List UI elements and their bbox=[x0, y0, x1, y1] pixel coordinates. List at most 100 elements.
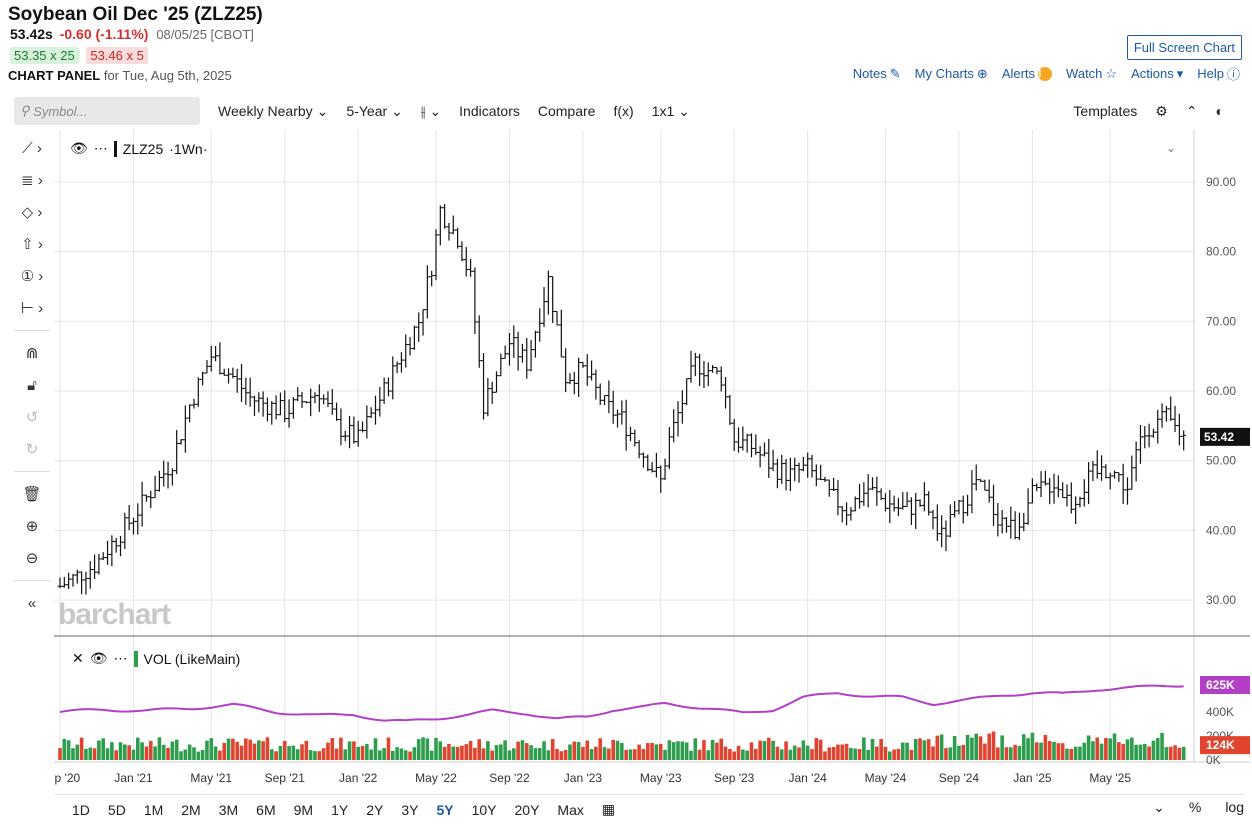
fibonacci-icon[interactable]: ≣ › bbox=[21, 172, 43, 189]
full-screen-button[interactable]: Full Screen Chart bbox=[1126, 35, 1242, 60]
range-1m[interactable]: 1M bbox=[143, 801, 164, 818]
templates-button[interactable]: Templates bbox=[1073, 103, 1138, 119]
eye-icon[interactable]: 👁︎ bbox=[89, 650, 108, 666]
volume-bar bbox=[118, 742, 123, 760]
page-title: Soybean Oil Dec '25 (ZLZ25) bbox=[8, 4, 263, 25]
volume-bar bbox=[425, 738, 430, 760]
volume-bar bbox=[287, 745, 291, 760]
range-6m[interactable]: 6M bbox=[256, 801, 276, 818]
volume-bar bbox=[84, 748, 88, 760]
x-tick-label: Jan '21 bbox=[114, 771, 153, 785]
watch-button[interactable]: Watch ☆ bbox=[1066, 66, 1117, 82]
range-3m[interactable]: 3M bbox=[218, 801, 239, 818]
dark-mode-icon[interactable]: ◐ bbox=[1215, 103, 1224, 119]
volume-bar bbox=[961, 744, 966, 760]
percent-toggle[interactable]: % bbox=[1188, 799, 1202, 815]
eye-icon[interactable]: 👁︎ bbox=[70, 140, 88, 156]
range-5y[interactable]: 5Y bbox=[436, 801, 454, 818]
volume-bar bbox=[697, 749, 702, 760]
zoom-out-icon[interactable]: ⊖ bbox=[25, 550, 39, 567]
volume-bar bbox=[1004, 747, 1009, 760]
volume-bar bbox=[442, 746, 447, 760]
volume-bar bbox=[758, 740, 762, 760]
volume-bar bbox=[127, 745, 131, 760]
undo-icon[interactable]: ↺ bbox=[25, 409, 39, 426]
range-2y[interactable]: 2Y bbox=[366, 801, 384, 818]
compare-button[interactable]: Compare bbox=[537, 103, 596, 119]
close-icon[interactable]: ✕ bbox=[72, 650, 84, 666]
legend-symbol: ZLZ25 bbox=[122, 140, 164, 157]
volume-bar bbox=[594, 746, 598, 760]
layout-dropdown[interactable]: 1x1 ⌄ bbox=[652, 103, 690, 120]
panel-title: CHART PANEL bbox=[8, 68, 101, 83]
function-button[interactable]: f(x) bbox=[613, 103, 634, 119]
more-icon[interactable]: ⋯ bbox=[93, 140, 108, 156]
my-charts-button[interactable]: My Charts ⊕ bbox=[915, 66, 988, 82]
range-max[interactable]: Max bbox=[557, 801, 584, 818]
sidebar-divider bbox=[14, 580, 50, 581]
range-dropdown[interactable]: 5-Year ⌄ bbox=[346, 103, 402, 120]
indicators-button[interactable]: Indicators bbox=[459, 103, 520, 119]
zoom-in-icon[interactable]: ⊕ bbox=[25, 518, 39, 535]
interval-dropdown[interactable]: Weekly Nearby ⌄ bbox=[218, 103, 328, 120]
more-icon[interactable]: ⋯ bbox=[113, 650, 128, 666]
bar-type-dropdown[interactable]: ⫲ ⌄ bbox=[421, 103, 441, 120]
range-1y[interactable]: 1Y bbox=[331, 801, 349, 818]
annotation-icon[interactable]: ① › bbox=[20, 268, 44, 285]
gear-icon[interactable]: ⚙ bbox=[1155, 102, 1168, 119]
actions-menu[interactable]: Actions ▾ bbox=[1131, 66, 1183, 82]
volume-bar bbox=[105, 748, 110, 760]
quote-header: Soybean Oil Dec '25 (ZLZ25) 53.42s -0.60… bbox=[8, 2, 1244, 88]
range-2m[interactable]: 2M bbox=[181, 801, 201, 818]
log-toggle[interactable]: log bbox=[1225, 799, 1244, 815]
volume-bar bbox=[1108, 738, 1113, 760]
redo-icon[interactable]: ↻ bbox=[25, 441, 39, 458]
price-line: 53.42s -0.60 (-1.11%) 08/05/25 [CBOT] bbox=[10, 26, 254, 42]
volume-bar bbox=[831, 747, 836, 760]
sidebar-divider bbox=[14, 330, 50, 331]
volume-bar bbox=[637, 744, 641, 760]
range-10y[interactable]: 10Y bbox=[471, 801, 497, 818]
alerts-button[interactable]: Alerts! bbox=[1002, 66, 1053, 81]
last-volume-tag bbox=[1200, 736, 1250, 755]
measure-icon[interactable]: ⊢ › bbox=[20, 300, 44, 317]
arrow-up-icon[interactable]: ⇧ › bbox=[21, 236, 43, 253]
volume-bar bbox=[382, 748, 386, 760]
notes-button[interactable]: Notes ✎ bbox=[853, 66, 901, 82]
volume-bar bbox=[334, 748, 339, 760]
calendar-icon[interactable]: ▦ bbox=[601, 801, 616, 817]
volume-bar bbox=[1099, 743, 1104, 760]
volume-bar bbox=[667, 740, 672, 760]
volume-bar bbox=[663, 749, 667, 760]
magnet-icon[interactable]: ⋒ bbox=[25, 345, 39, 362]
price-chart-svg[interactable]: Sep '20 Jan '21 May '21 Sep '21 Jan '22 May '… bbox=[40, 130, 1252, 790]
collapse-sidebar-icon[interactable]: « bbox=[27, 594, 37, 612]
symbol-search-input[interactable]: ⚲ Symbol... bbox=[14, 97, 200, 125]
volume-bar bbox=[926, 739, 931, 760]
range-5d[interactable]: 5D bbox=[107, 801, 126, 818]
volume-ma-line bbox=[59, 684, 1184, 722]
volume-bar bbox=[671, 742, 676, 760]
volume-bar bbox=[88, 747, 93, 760]
range-1d[interactable]: 1D bbox=[72, 801, 90, 818]
help-button[interactable]: Help ⓘ bbox=[1197, 64, 1240, 83]
trash-icon[interactable]: 🗑︎ bbox=[22, 486, 42, 503]
shapes-icon[interactable]: ◇ › bbox=[21, 204, 43, 221]
volume-bar bbox=[257, 740, 261, 760]
trendline-icon[interactable]: ⟋ › bbox=[22, 139, 42, 157]
volume-bar bbox=[1039, 742, 1043, 760]
volume-bar bbox=[196, 751, 201, 760]
volume-bar bbox=[965, 734, 970, 760]
collapse-icon[interactable]: ⌃ bbox=[1185, 102, 1198, 119]
range-9m[interactable]: 9M bbox=[293, 801, 314, 818]
range-3y[interactable]: 3Y bbox=[401, 801, 419, 818]
layout-label: 1x1 bbox=[651, 103, 675, 119]
volume-ma-label: 625K bbox=[1206, 678, 1235, 692]
range-20y[interactable]: 20Y bbox=[514, 801, 540, 818]
scroll-down-icon[interactable]: ⌄ bbox=[1153, 799, 1165, 815]
price-tick-label: 50.00 bbox=[1206, 454, 1236, 468]
caret-down-icon: ▾ bbox=[1176, 65, 1184, 81]
unlock-icon[interactable]: 🔓︎ bbox=[27, 376, 37, 394]
chart-area[interactable]: Sep '20 Jan '21 May '21 Sep '21 Jan '22 May '… bbox=[40, 130, 1252, 790]
volume-bar bbox=[503, 740, 507, 760]
